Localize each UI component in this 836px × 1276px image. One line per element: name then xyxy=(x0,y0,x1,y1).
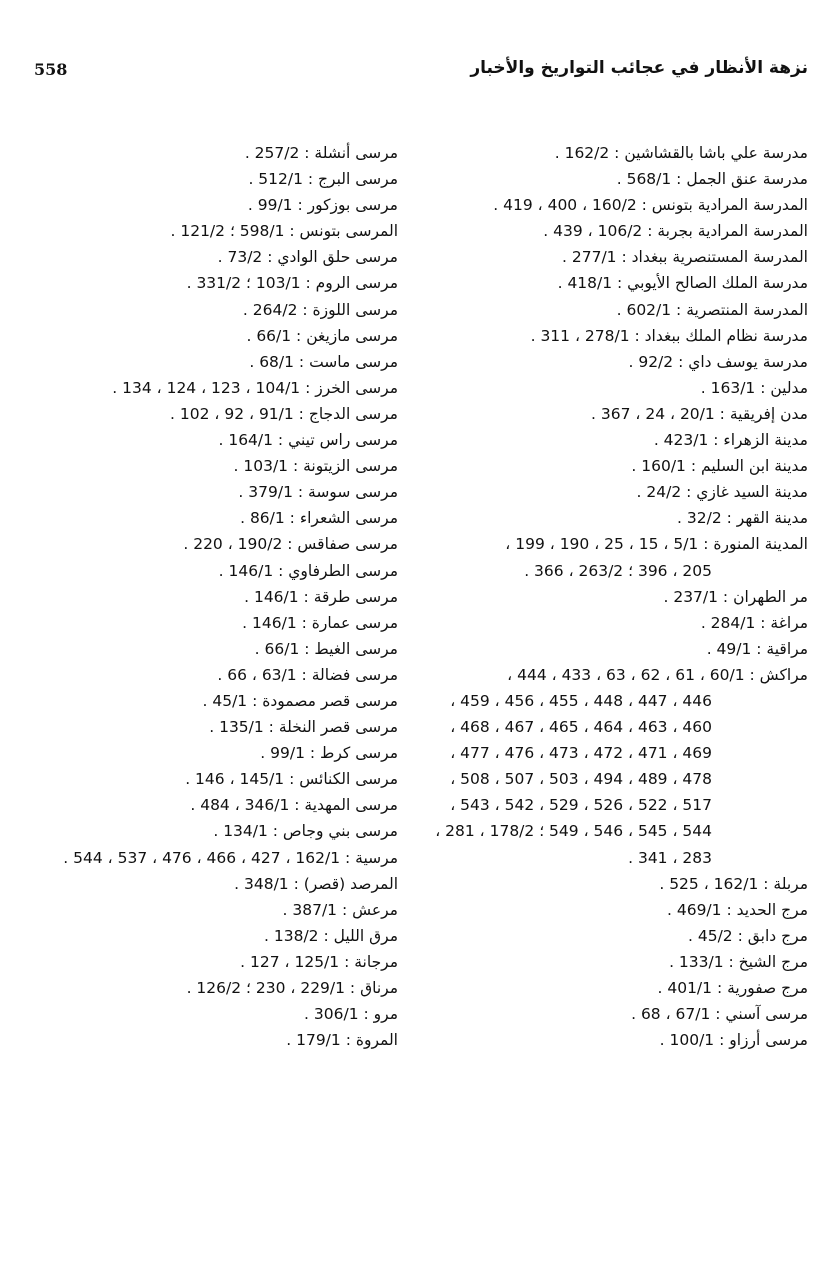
index-entry: مرسى الشعراء : 86/1 . xyxy=(240,509,398,528)
index-entry: المروة : 179/1 . xyxy=(286,1031,398,1050)
index-entry: مرو : 306/1 . xyxy=(304,1005,398,1024)
index-entry: مدينة الزهراء : 423/1 . xyxy=(653,431,808,450)
index-entry: مراكش : 60/1 ، 61 ، 62 ، 63 ، 433 ، 444 … xyxy=(507,665,808,684)
page-number: 558 xyxy=(34,60,68,79)
index-entry: المرسى بتونس : 598/1 ؛ 121/2 . xyxy=(170,222,398,241)
index-entry-continuation: 544 ، 545 ، 546 ، 549 ؛ 178/2 ، 281 ، xyxy=(435,822,712,841)
index-entry: مرسى اللوزة : 264/2 . xyxy=(242,300,398,319)
index-entry: مرسى قصر النخلة : 135/1 . xyxy=(209,718,398,737)
index-entry: مدرسة علي باشا بالقشاشين : 162/2 . xyxy=(554,144,808,162)
index-entry: مدرسة نظام الملك ببغداد : 278/1 ، 311 . xyxy=(530,326,808,345)
index-entry: مرسى فضالة : 63/1 ، 66 . xyxy=(217,665,398,684)
index-entry: مرسى بوزكور : 99/1 . xyxy=(247,196,398,215)
index-entry: مرسى أرزاو : 100/1 . xyxy=(659,1031,808,1050)
index-entry: مدينة ابن السليم : 160/1 . xyxy=(631,457,808,476)
index-entry: مرسى المهدية : 346/1 ، 484 . xyxy=(190,796,398,815)
index-entry: المدينة المنورة : 5/1 ، 15 ، 25 ، 190 ، … xyxy=(505,535,808,554)
index-entry: مرق الليل : 138/2 . xyxy=(264,926,398,945)
index-entry: مرسية : 162/1 ، 427 ، 466 ، 476 ، 537 ، … xyxy=(63,848,398,867)
index-entry: مدرسة عنق الجمل : 568/1 . xyxy=(616,170,808,189)
running-header-title: نزهة الأنظار في عجائب التواريخ والأخبار xyxy=(470,58,808,78)
index-entry: مدينة السيد غازي : 24/2 . xyxy=(636,483,808,502)
index-entry: مرسى الكنائس : 145/1 ، 146 . xyxy=(185,770,398,789)
index-entry: مرسى صفاقس : 190/2 ، 220 . xyxy=(183,535,398,554)
index-entry: مرسى البرج : 512/1 . xyxy=(248,170,398,189)
index-entry: مرسى سوسة : 379/1 . xyxy=(238,483,398,502)
index-entry: مدن إفريقية : 20/1 ، 24 ، 367 . xyxy=(591,404,808,423)
index-entry: المرصد (قصر) : 348/1 . xyxy=(234,874,398,893)
index-entry: المدرسة المنتصرية : 602/1 . xyxy=(616,300,808,319)
index-entry: مرسى حلق الوادي : 73/2 . xyxy=(217,248,398,267)
index-entry: مرناق : 229/1 ، 230 ؛ 126/2 . xyxy=(186,979,398,997)
index-entry-continuation: 460 ، 463 ، 464 ، 465 ، 467 ، 468 ، xyxy=(450,718,712,737)
index-entry: مدلين : 163/1 . xyxy=(700,378,808,397)
index-entry: مرسى الزيتونة : 103/1 . xyxy=(233,457,399,476)
index-entry-continuation: 446 ، 447 ، 448 ، 455 ، 456 ، 459 ، xyxy=(450,691,712,710)
index-entry: مرج صفورية : 401/1 . xyxy=(657,979,808,997)
index-entry-continuation: 283 ، 341 . xyxy=(628,848,712,867)
index-entry: مراقية : 49/1 . xyxy=(706,639,808,658)
index-entry: مرسى طرقة : 146/1 . xyxy=(244,587,398,606)
index-entry: مرج الشيخ : 133/1 . xyxy=(669,952,808,971)
index-column-right: مدرسة علي باشا بالقشاشين : 162/2 . مدرسة … xyxy=(368,140,808,1053)
index-entry: المدرسة المرادية بجربة : 106/2 ، 439 . xyxy=(543,222,808,241)
index-entry: مراغة : 284/1 . xyxy=(700,613,808,632)
index-entry: مرج دابق : 45/2 . xyxy=(688,926,808,945)
index-entry: مرسى عمارة : 146/1 . xyxy=(242,613,398,632)
index-entry: مرسى بني وجاص : 134/1 . xyxy=(213,822,398,841)
index-entry: مرسى ماست : 68/1 . xyxy=(249,352,398,371)
index-entry-continuation: 469 ، 471 ، 472 ، 473 ، 476 ، 477 ، xyxy=(450,744,712,763)
index-entry: المدرسة المستنصرية ببغداد : 277/1 . xyxy=(562,248,808,267)
index-entry: مرسى الدجاج : 91/1 ، 92 ، 102 . xyxy=(170,404,398,423)
index-entry: مربلة : 162/1 ، 525 . xyxy=(659,874,808,893)
index-entry: مرسى الروم : 103/1 ؛ 331/2 . xyxy=(186,274,398,293)
index-entry-continuation: 478 ، 489 ، 494 ، 503 ، 507 ، 508 ، xyxy=(450,770,712,789)
index-entry: مرسى الغيط : 66/1 . xyxy=(254,639,398,658)
index-entry: مدرسة الملك الصالح الأيوبي : 418/1 . xyxy=(557,274,808,293)
index-entry: مدرسة يوسف داي : 92/2 . xyxy=(628,352,808,371)
index-entry-continuation: 517 ، 522 ، 526 ، 529 ، 542 ، 543 ، xyxy=(450,796,712,815)
index-entry: مرعش : 387/1 . xyxy=(282,900,398,919)
index-entry: مرسى مازيغن : 66/1 . xyxy=(246,326,398,345)
index-entry: مرج الحديد : 469/1 . xyxy=(666,900,808,919)
index-entry-continuation: 205 ، 396 ؛ 263/2 ، 366 . xyxy=(524,561,712,580)
index-entry: مدينة القهر : 32/2 . xyxy=(677,509,808,528)
index-entry: مرسى الخرز : 104/1 ، 123 ، 124 ، 134 . xyxy=(112,378,398,397)
index-entry: مر الطهران : 237/1 . xyxy=(663,587,808,606)
index-entry: مرسى آسني : 67/1 ، 68 . xyxy=(631,1005,808,1024)
index-entry: مرجانة : 125/1 ، 127 . xyxy=(240,952,398,971)
index-entry: مرسى راس تيني : 164/1 . xyxy=(218,431,398,450)
index-entry: مرسى الطرفاوي : 146/1 . xyxy=(218,561,398,580)
index-entry: مرسى قصر مصمودة : 45/1 . xyxy=(202,691,398,710)
index-entry: مرسى كرط : 99/1 . xyxy=(260,744,398,763)
index-entry: مرسى أنشلة : 257/2 . xyxy=(244,144,398,162)
index-column-left: مرسى أنشلة : 257/2 . مرسى البرج : 512/1 .… xyxy=(0,140,398,1053)
index-entry: المدرسة المرادية بتونس : 160/2 ، 400 ، 4… xyxy=(493,196,808,215)
